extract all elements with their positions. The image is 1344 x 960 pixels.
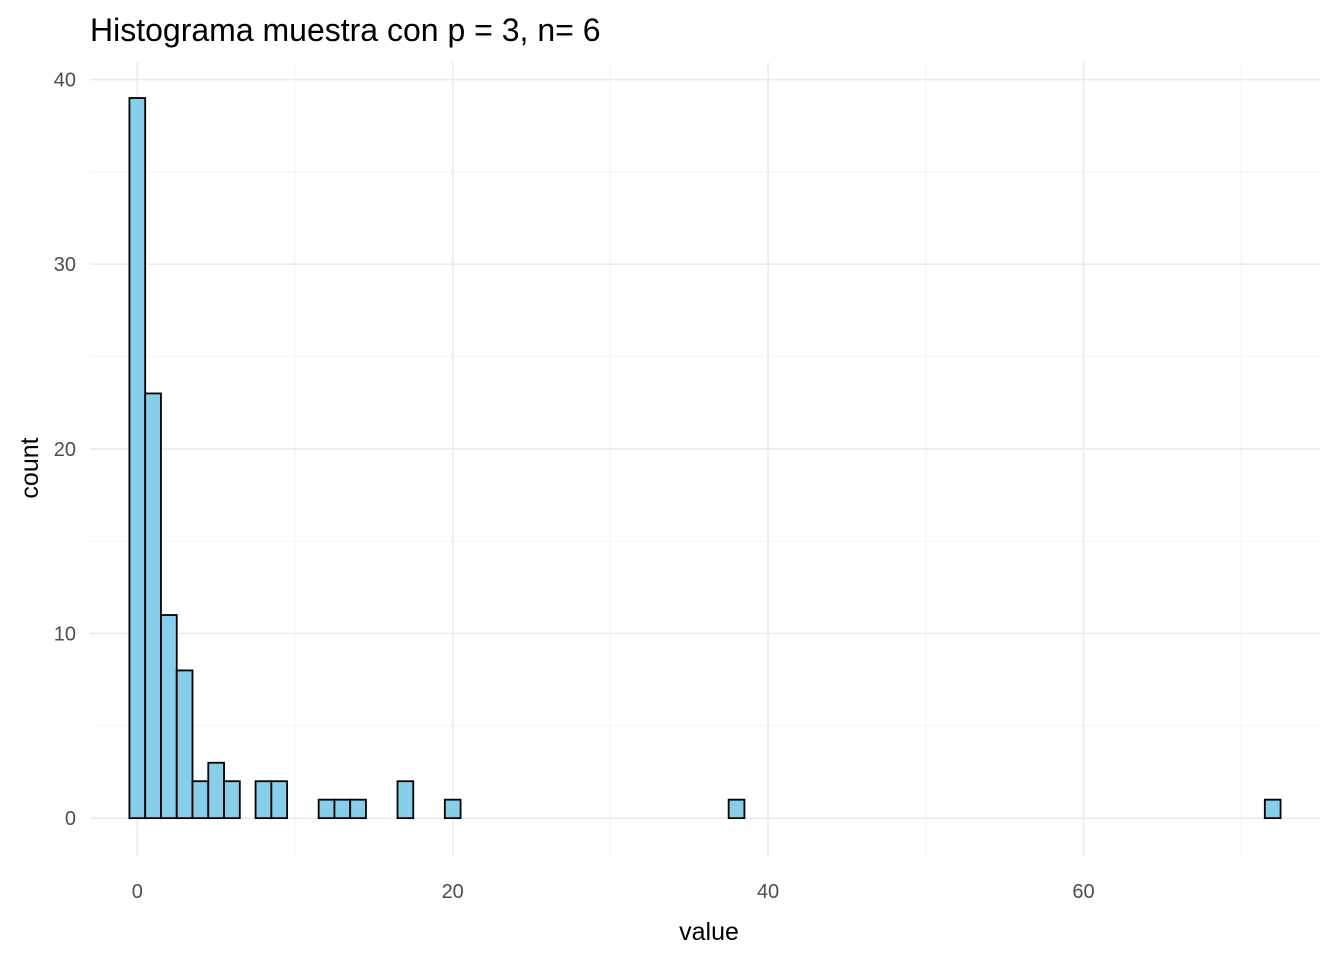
x-tick-label: 0 [132, 881, 143, 903]
histogram-bar [333, 798, 352, 820]
histogram-bar [727, 798, 746, 820]
histogram-bar [160, 614, 178, 820]
y-tick-label: 10 [54, 623, 76, 645]
histogram-bar [1263, 798, 1282, 820]
histogram-bar [144, 392, 162, 820]
x-tick-label: 20 [442, 881, 464, 903]
y-axis-title: count [16, 437, 44, 498]
histogram-bar [191, 780, 210, 820]
histogram-bar [128, 97, 147, 820]
histogram-bar [223, 780, 241, 820]
y-axis-ticks: 0 10 20 30 40 [54, 70, 76, 831]
chart-title: Histograma muestra con p = 3, n= 6 [90, 12, 600, 48]
y-tick-label: 0 [65, 808, 76, 830]
x-axis-title: value [679, 918, 739, 946]
histogram-bar [254, 780, 273, 820]
x-axis-ticks: 0 20 40 60 [132, 881, 1095, 903]
histogram-bars [128, 97, 1282, 820]
histogram-bar [443, 798, 462, 820]
histogram-bar [396, 780, 415, 820]
y-tick-label: 40 [54, 70, 76, 92]
histogram-bar [349, 798, 367, 820]
histogram-bar [270, 780, 289, 820]
histogram-bar [207, 761, 225, 820]
x-tick-label: 60 [1072, 881, 1094, 903]
x-tick-label: 40 [757, 881, 779, 903]
y-tick-label: 30 [54, 254, 76, 276]
histogram-bar [317, 798, 336, 820]
y-tick-label: 20 [54, 439, 76, 461]
histogram-bar [175, 669, 194, 820]
